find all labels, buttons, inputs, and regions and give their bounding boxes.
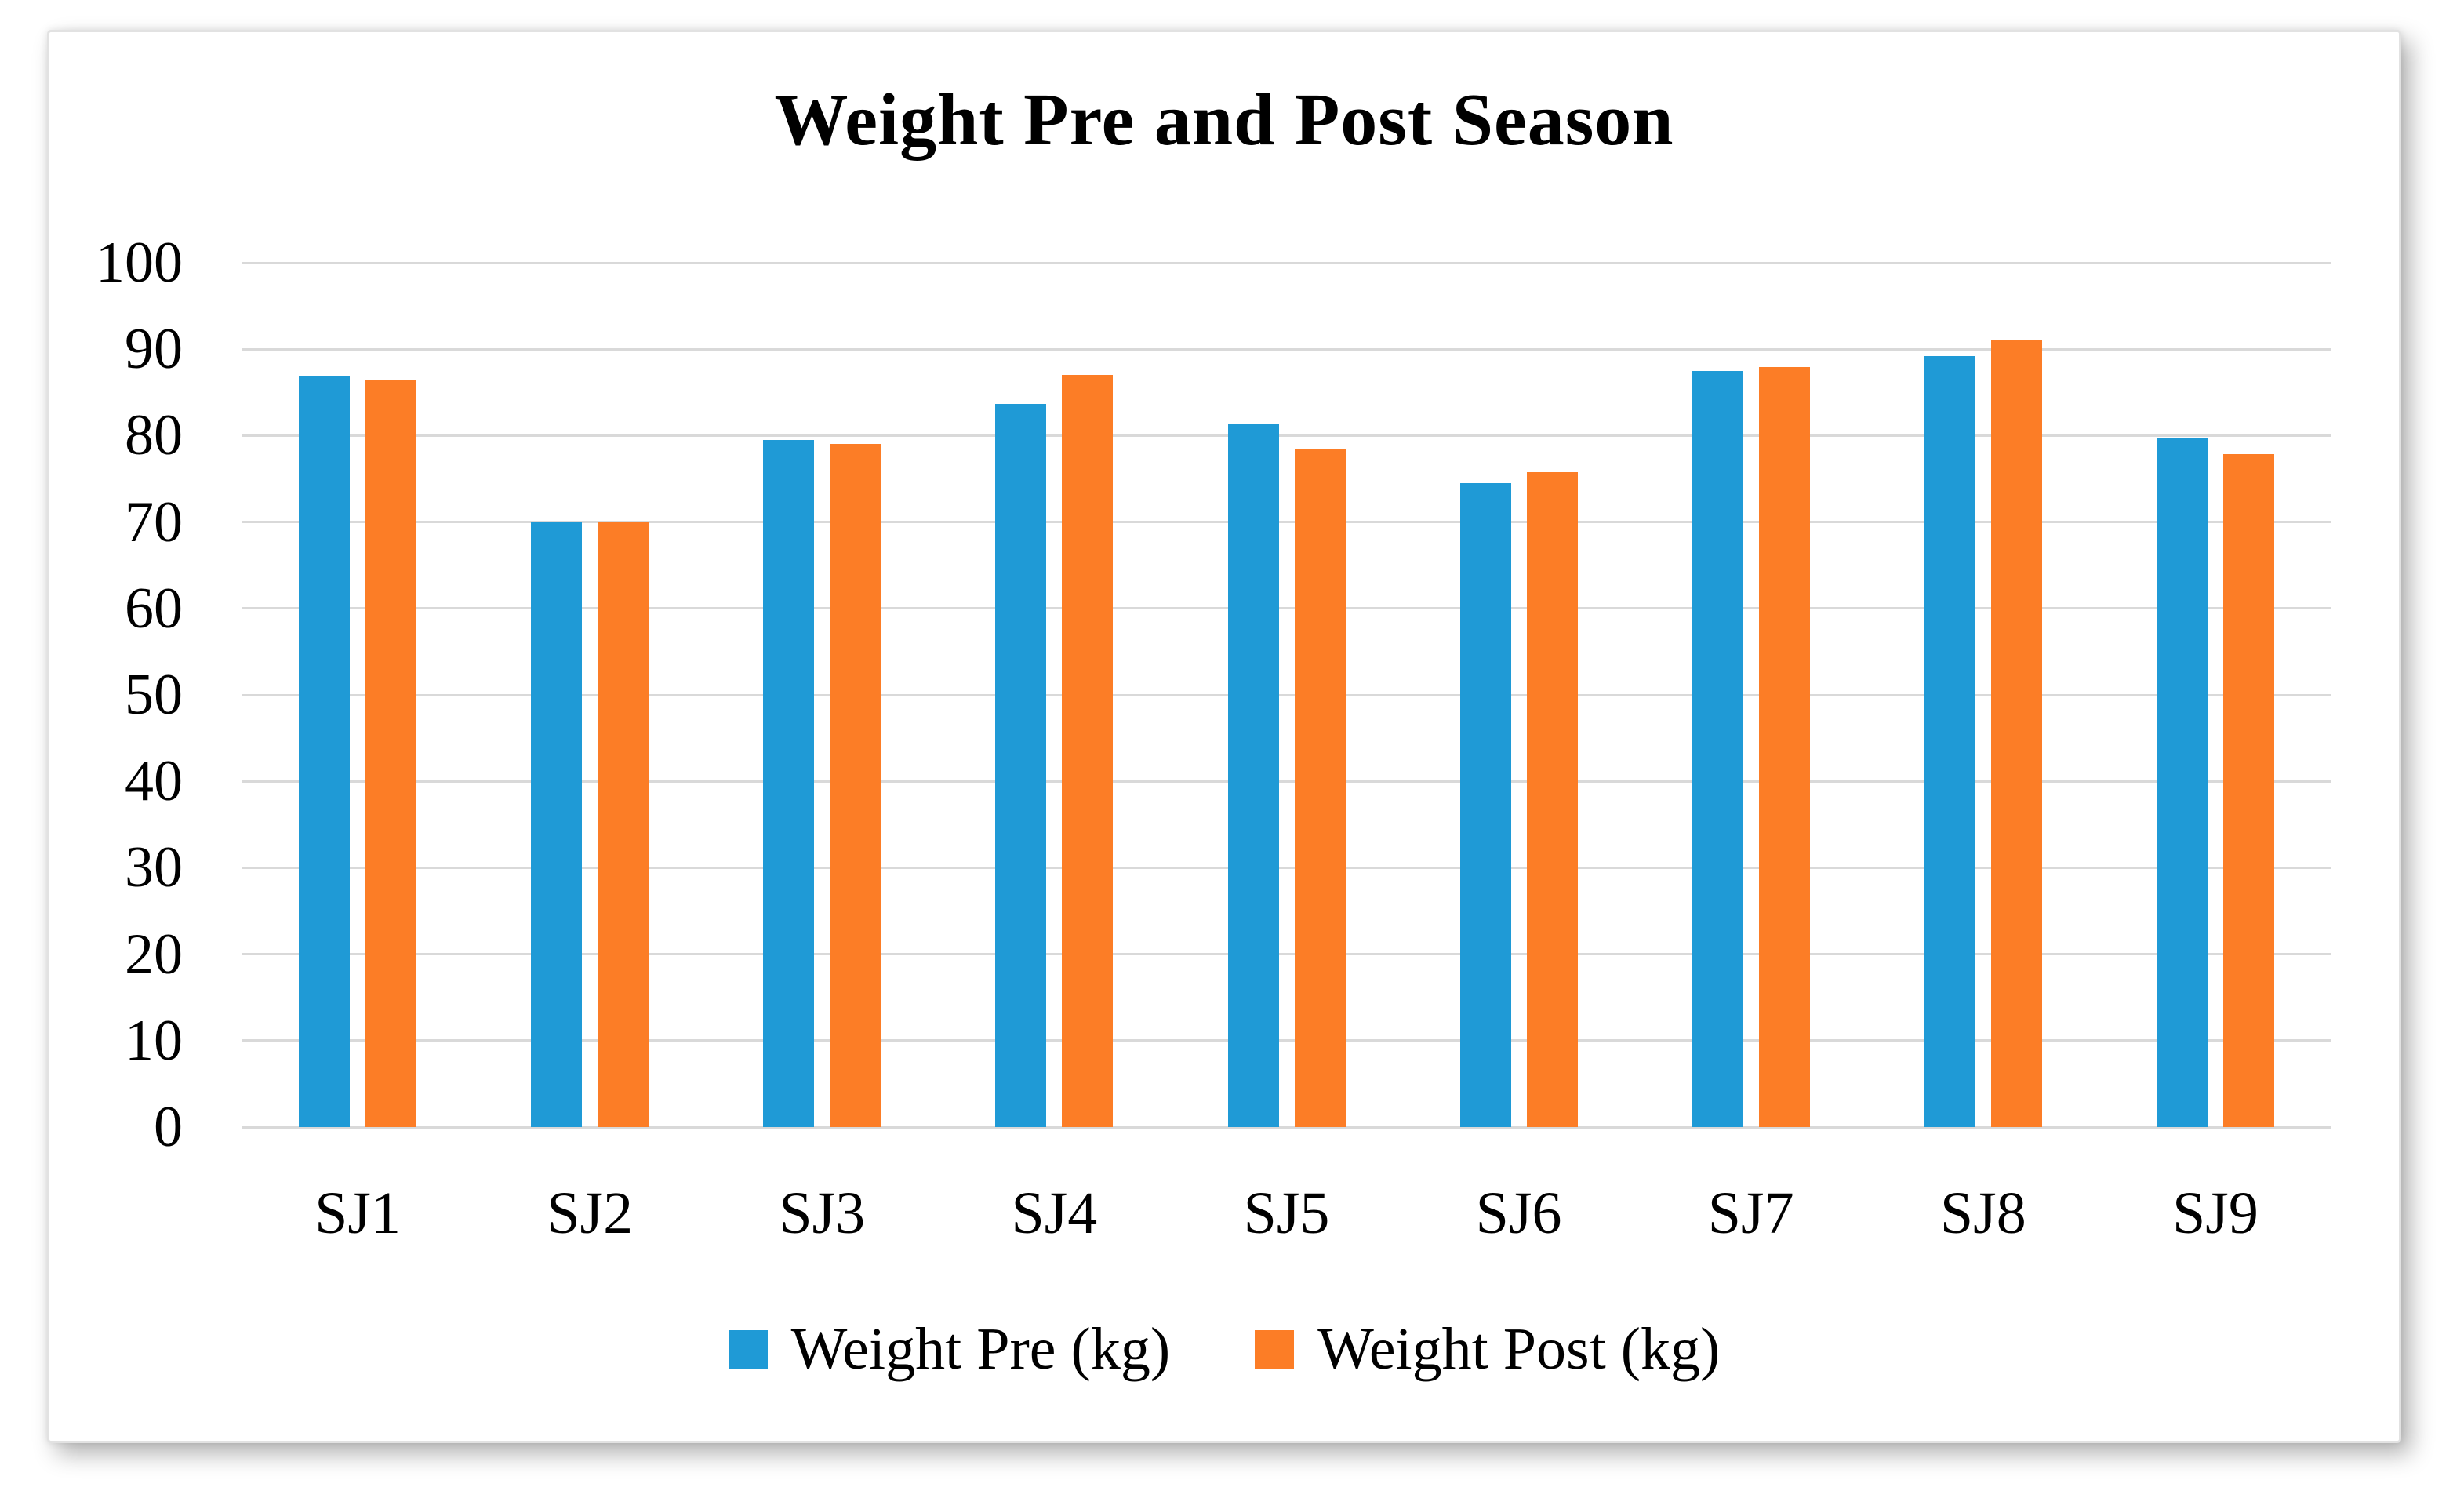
bar-sj8-pre (1924, 356, 1975, 1127)
x-label-sj7: SJ7 (1707, 1180, 1794, 1246)
bar-sj9-pre (2157, 438, 2208, 1127)
y-tick-label-0: 0 (154, 1095, 183, 1159)
bar-sj3-pre (763, 440, 814, 1127)
bar-sj5-pre (1228, 424, 1279, 1127)
x-label-sj3: SJ3 (779, 1180, 866, 1246)
gridline-20 (242, 953, 2331, 956)
gridline-80 (242, 434, 2331, 437)
x-label-sj8: SJ8 (1939, 1180, 2026, 1246)
legend-label-weight-post: Weight Post (kg) (1317, 1316, 1721, 1382)
bar-sj8-post (1991, 340, 2042, 1127)
x-axis-category-labels: SJ1 SJ2 SJ3 SJ4 SJ5 SJ6 SJ7 SJ8 SJ9 (242, 1183, 2331, 1254)
legend: Weight Pre (kg) Weight Post (kg) (49, 1315, 2399, 1383)
y-tick-label-60: 60 (125, 576, 183, 641)
y-tick-label-40: 40 (125, 749, 183, 814)
bar-sj7-pre (1692, 371, 1743, 1127)
gridline-40 (242, 780, 2331, 783)
legend-item-weight-pre: Weight Pre (kg) (728, 1315, 1171, 1383)
gridline-50 (242, 693, 2331, 696)
legend-swatch-weight-post (1255, 1329, 1295, 1369)
bar-sj7-post (1759, 367, 1810, 1127)
legend-swatch-weight-pre (728, 1329, 768, 1369)
bar-sj3-post (830, 444, 881, 1127)
gridline-0 (242, 1125, 2331, 1129)
x-label-sj9: SJ9 (2172, 1180, 2259, 1246)
y-tick-label-50: 50 (125, 663, 183, 727)
y-axis-tick-labels: 0 10 20 30 40 50 60 70 80 90 100 (49, 234, 183, 1156)
chart-card: Weight Pre and Post Season 0 10 20 30 40 50 60… (47, 30, 2401, 1443)
x-label-sj5: SJ5 (1243, 1180, 1330, 1246)
x-label-sj2: SJ2 (547, 1180, 634, 1246)
x-label-sj4: SJ4 (1011, 1180, 1098, 1246)
gridline-10 (242, 1039, 2331, 1042)
y-tick-label-90: 90 (125, 317, 183, 382)
gridline-30 (242, 866, 2331, 869)
bar-sj5-post (1295, 449, 1346, 1127)
chart-title: Weight Pre and Post Season (774, 79, 1674, 161)
legend-label-weight-pre: Weight Pre (kg) (790, 1316, 1171, 1382)
bar-sj1-post (365, 380, 416, 1127)
y-tick-label-10: 10 (125, 1008, 183, 1073)
gridline-100 (242, 261, 2331, 264)
bar-sj4-post (1062, 375, 1113, 1127)
y-tick-label-80: 80 (125, 403, 183, 468)
gridline-60 (242, 607, 2331, 610)
y-tick-label-20: 20 (125, 922, 183, 987)
plot-area (242, 261, 2331, 1129)
bar-sj1-pre (299, 376, 350, 1127)
x-label-sj1: SJ1 (314, 1180, 401, 1246)
y-tick-label-30: 30 (125, 835, 183, 900)
bar-sj2-post (598, 522, 649, 1127)
y-tick-label-70: 70 (125, 489, 183, 554)
y-tick-label-100: 100 (96, 231, 183, 295)
bar-sj9-post (2223, 454, 2274, 1127)
gridline-90 (242, 347, 2331, 351)
gridline-70 (242, 521, 2331, 524)
bar-sj6-pre (1460, 483, 1511, 1127)
x-label-sj6: SJ6 (1475, 1180, 1562, 1246)
bar-sj2-pre (531, 522, 582, 1127)
bar-sj4-pre (995, 404, 1046, 1127)
bar-sj6-post (1527, 472, 1578, 1127)
legend-item-weight-post: Weight Post (kg) (1255, 1315, 1720, 1383)
